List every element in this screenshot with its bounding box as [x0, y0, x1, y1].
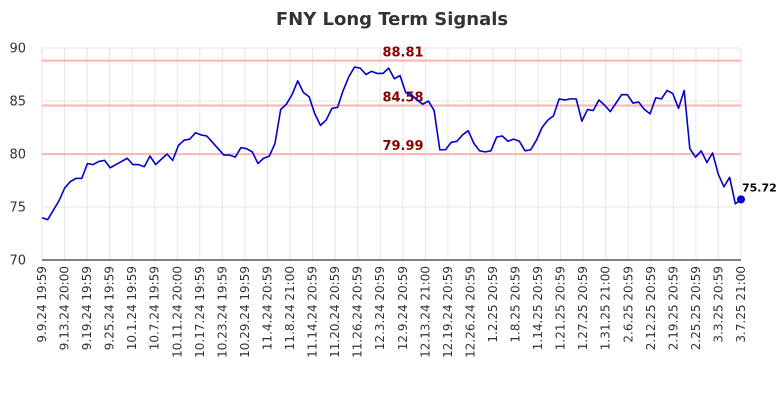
x-axis: 9.9.24 19:59 9.13.24 20:00 9.19.24 19:59 9.…	[35, 259, 748, 358]
x-tick-label: 1.14.25 20:59	[531, 266, 545, 350]
x-tick-label: 11.4.24 20:59	[260, 266, 274, 350]
reference-label: 79.99	[382, 139, 423, 154]
x-tick-label: 9.25.24 19:59	[103, 266, 117, 350]
x-tick-label: 10.23.24 19:59	[215, 266, 229, 358]
y-tick-label: 75	[9, 201, 26, 216]
reference-lines: 88.81 84.58 79.99	[42, 46, 741, 156]
x-tick-label: 12.19.24 20:59	[441, 266, 455, 358]
chart-title: FNY Long Term Signals	[276, 9, 508, 30]
x-tick-label: 1.8.25 20:59	[509, 266, 523, 343]
x-tick-label: 2.12.25 20:59	[644, 266, 658, 350]
y-tick-label: 85	[9, 95, 26, 110]
x-tick-label: 11.26.24 20:59	[351, 266, 365, 358]
x-tick-label: 12.13.24 21:00	[418, 266, 432, 358]
x-tick-label: 3.3.25 20:59	[711, 266, 725, 343]
x-tick-label: 9.13.24 20:00	[58, 266, 72, 350]
x-tick-label: 2.6.25 20:59	[621, 266, 635, 343]
x-tick-label: 10.1.24 19:59	[125, 266, 139, 350]
last-point-marker	[737, 195, 745, 204]
x-tick-label: 1.21.25 20:59	[554, 266, 568, 350]
series: 75.72	[41, 66, 777, 221]
y-axis: 70 75 80 85 90	[9, 42, 26, 269]
x-tick-label: 10.11.24 20:00	[170, 266, 184, 358]
reference-label: 88.81	[382, 46, 423, 61]
x-tick-label: 12.9.24 20:59	[396, 266, 410, 350]
x-tick-label: 11.14.24 20:59	[306, 266, 320, 358]
series-line	[41, 66, 742, 221]
x-tick-label: 3.7.25 21:00	[734, 266, 748, 343]
x-tick-label: 9.9.24 19:59	[35, 266, 49, 343]
y-tick-label: 80	[9, 148, 26, 163]
reference-label: 84.58	[382, 90, 423, 105]
x-tick-label: 9.19.24 19:59	[80, 266, 94, 350]
y-tick-label: 90	[9, 42, 26, 57]
x-tick-label: 2.19.25 20:59	[666, 266, 680, 350]
x-tick-label: 10.29.24 19:59	[238, 266, 252, 358]
last-point-label: 75.72	[742, 181, 777, 194]
x-tick-label: 1.2.25 20:59	[486, 266, 500, 343]
x-tick-label: 11.8.24 21:00	[283, 266, 297, 350]
x-tick-label: 1.31.25 21:00	[599, 266, 613, 350]
x-tick-label: 10.17.24 19:59	[193, 266, 207, 358]
x-tick-label: 2.25.25 20:59	[689, 266, 703, 350]
x-tick-label: 10.7.24 19:59	[148, 266, 162, 350]
x-tick-label: 11.20.24 20:59	[328, 266, 342, 358]
x-tick-label: 12.26.24 20:59	[463, 266, 477, 358]
y-tick-label: 70	[9, 254, 26, 269]
x-tick-label: 1.27.25 20:59	[576, 266, 590, 350]
x-tick-label: 12.3.24 20:59	[373, 266, 387, 350]
